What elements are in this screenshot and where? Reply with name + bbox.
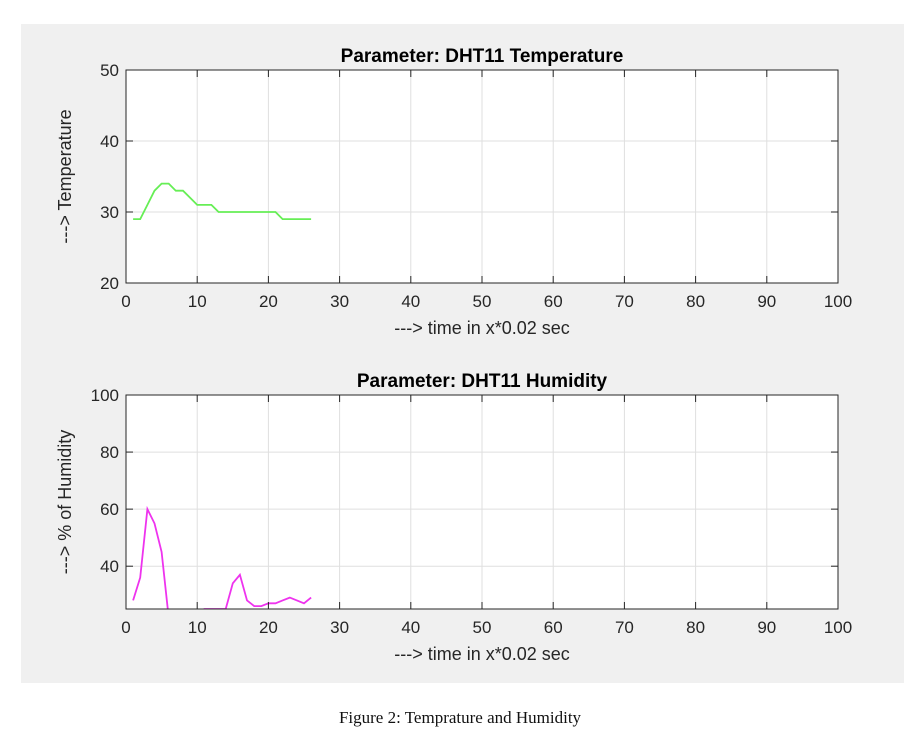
x-tick-label: 20: [259, 618, 278, 637]
x-tick-label: 70: [615, 618, 634, 637]
chart-1: 0 10 20 30 40 50 60 70 80 90 100 20 30 40 50 Parameter:…: [55, 46, 852, 338]
x-axis-label: ---> time in x*0.02 sec: [394, 644, 570, 664]
y-tick-label: 40: [100, 132, 119, 151]
x-tick-label: 10: [188, 618, 207, 637]
figure-panel: 0 10 20 30 40 50 60 70 80 90 100 20 30 40 50 Parameter:…: [21, 24, 904, 683]
x-tick-label: 100: [824, 292, 852, 311]
x-tick-label: 10: [188, 292, 207, 311]
y-axis-label: ---> % of Humidity: [55, 430, 75, 575]
chart-title: Parameter: DHT11 Humidity: [357, 371, 608, 392]
x-tick-label: 0: [121, 292, 130, 311]
x-tick-label: 90: [757, 618, 776, 637]
x-tick-label: 60: [544, 292, 563, 311]
x-tick-label: 40: [401, 618, 420, 637]
x-tick-label: 50: [473, 618, 492, 637]
x-tick-label: 80: [686, 618, 705, 637]
chart-2: 0 10 20 30 40 50 60 70 80 90 100 40 60 80 100 Parameter…: [55, 371, 852, 664]
x-tick-label: 80: [686, 292, 705, 311]
x-tick-label: 0: [121, 618, 130, 637]
y-tick-label: 100: [91, 386, 119, 405]
series-line: [132, 505, 312, 609]
y-tick-label: 80: [100, 443, 119, 462]
x-tick-label: 70: [615, 292, 634, 311]
x-tick-label: 40: [401, 292, 420, 311]
x-tick-label: 30: [330, 292, 349, 311]
y-axis-label: ---> Temperature: [55, 109, 75, 243]
y-tick-label: 50: [100, 61, 119, 80]
x-tick-label: 90: [757, 292, 776, 311]
x-tick-label: 30: [330, 618, 349, 637]
y-tick-label: 60: [100, 500, 119, 519]
chart-title: Parameter: DHT11 Temperature: [341, 46, 624, 67]
series-line: [133, 182, 312, 221]
x-axis-label: ---> time in x*0.02 sec: [394, 318, 570, 338]
figure-canvas: 0 10 20 30 40 50 60 70 80 90 10020304050Parameter:…: [55, 46, 852, 664]
x-tick-label: 20: [259, 292, 278, 311]
x-tick-label: 50: [473, 292, 492, 311]
y-tick-label: 40: [100, 557, 119, 576]
figure-caption: Figure 2: Temprature and Humidity: [338, 708, 582, 727]
y-tick-label: 30: [100, 203, 119, 222]
y-tick-label: 20: [100, 274, 119, 293]
x-tick-label: 100: [824, 618, 852, 637]
x-tick-label: 60: [544, 618, 563, 637]
